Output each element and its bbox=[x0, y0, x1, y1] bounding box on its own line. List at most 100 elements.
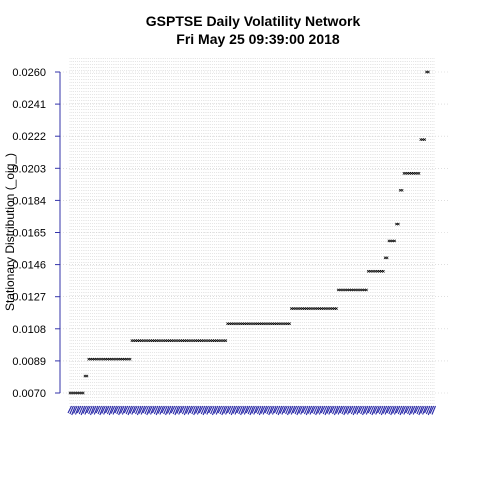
x-category-label bbox=[345, 405, 350, 414]
x-category-label bbox=[332, 405, 337, 415]
x-category-label bbox=[196, 405, 202, 415]
x-category-label bbox=[283, 405, 288, 414]
x-category-label bbox=[241, 405, 247, 414]
x-category-label bbox=[335, 405, 341, 414]
x-category-label bbox=[373, 405, 378, 414]
x-category-label bbox=[367, 405, 373, 414]
x-category-label bbox=[73, 405, 78, 414]
grid bbox=[60, 58, 450, 408]
x-category-label bbox=[106, 405, 112, 415]
x-category-label bbox=[129, 405, 134, 414]
x-category-label bbox=[148, 405, 153, 414]
x-category-label bbox=[298, 405, 303, 414]
x-category-label bbox=[403, 405, 408, 415]
x-category-label bbox=[118, 405, 123, 416]
x-category-label bbox=[262, 405, 268, 415]
x-category-label bbox=[371, 405, 376, 416]
x-category-label bbox=[324, 405, 330, 416]
x-category-label bbox=[82, 405, 88, 414]
x-category-label bbox=[317, 405, 322, 414]
data-point-stroke bbox=[400, 188, 404, 192]
x-category-label bbox=[161, 405, 166, 414]
x-category-label bbox=[215, 405, 221, 415]
x-category-label bbox=[378, 405, 384, 415]
x-category-label bbox=[114, 405, 119, 414]
x-category-label bbox=[348, 405, 354, 414]
x-category-label bbox=[302, 405, 307, 414]
x-category-label bbox=[217, 405, 223, 414]
x-category-label bbox=[347, 405, 352, 415]
x-category-label bbox=[189, 405, 194, 414]
x-category-label bbox=[195, 405, 200, 414]
x-category-label bbox=[155, 405, 161, 416]
x-category-label bbox=[208, 405, 213, 414]
x-category-label bbox=[151, 405, 157, 414]
y-tick-label: 0.0108 bbox=[12, 324, 46, 336]
x-category-label bbox=[230, 405, 236, 416]
x-category-label bbox=[354, 405, 360, 414]
x-category-label bbox=[221, 405, 226, 416]
x-category-label bbox=[363, 405, 369, 414]
x-category-label bbox=[247, 405, 253, 415]
x-category-label bbox=[422, 405, 427, 415]
data-points bbox=[68, 70, 430, 395]
x-category-label bbox=[223, 405, 228, 414]
chart-title: GSPTSE Daily Volatility Network bbox=[146, 13, 361, 29]
x-category-label bbox=[275, 405, 281, 415]
data-point-stroke bbox=[365, 288, 368, 292]
x-category-label bbox=[290, 405, 296, 415]
x-category-label bbox=[427, 405, 433, 416]
x-category-label bbox=[249, 405, 255, 416]
x-category-label bbox=[257, 405, 262, 415]
x-category-label bbox=[337, 405, 343, 415]
x-category-label bbox=[255, 405, 260, 414]
x-category-label bbox=[125, 405, 131, 415]
x-category-label bbox=[80, 405, 86, 416]
x-category-label bbox=[204, 405, 209, 414]
x-category-label bbox=[300, 405, 305, 415]
x-category-label bbox=[225, 405, 230, 415]
y-tick-label: 0.0146 bbox=[12, 260, 46, 272]
x-category-label bbox=[341, 405, 346, 415]
x-category-label bbox=[320, 405, 326, 414]
x-category-label bbox=[234, 405, 239, 415]
x-category-label bbox=[258, 405, 264, 416]
x-category-label bbox=[377, 405, 382, 414]
x-category-label bbox=[140, 405, 146, 415]
x-category-label bbox=[358, 405, 363, 414]
x-category-label bbox=[108, 405, 114, 416]
x-category-label bbox=[264, 405, 270, 414]
x-category-label bbox=[198, 405, 204, 414]
x-category-label bbox=[168, 405, 174, 415]
x-category-label bbox=[200, 405, 206, 415]
x-category-label bbox=[292, 405, 298, 414]
data-point-stroke bbox=[393, 239, 397, 243]
x-category-label bbox=[69, 405, 74, 415]
x-category-label bbox=[375, 405, 380, 415]
x-category-label bbox=[388, 405, 393, 415]
x-category-label bbox=[193, 405, 198, 416]
data-point-stroke bbox=[224, 339, 228, 343]
x-category-label bbox=[103, 405, 108, 415]
x-category-label bbox=[296, 405, 301, 416]
x-category-label bbox=[369, 405, 375, 415]
x-category-label bbox=[360, 405, 365, 415]
x-category-label bbox=[397, 405, 403, 415]
x-category-label bbox=[93, 405, 99, 415]
x-category-label bbox=[159, 405, 164, 415]
y-tick-label: 0.0184 bbox=[12, 195, 46, 207]
x-category-label bbox=[272, 405, 277, 415]
x-category-label bbox=[185, 405, 191, 414]
x-category-label bbox=[311, 405, 316, 414]
x-category-label bbox=[88, 405, 93, 415]
data-point-stroke bbox=[288, 322, 291, 326]
x-category-label bbox=[318, 405, 324, 415]
x-category-label bbox=[206, 405, 211, 415]
x-category-labels bbox=[67, 405, 437, 416]
x-category-label bbox=[105, 405, 110, 414]
x-category-label bbox=[146, 405, 151, 416]
x-category-label bbox=[408, 405, 414, 416]
x-category-label bbox=[180, 405, 185, 414]
x-category-label bbox=[219, 405, 224, 415]
